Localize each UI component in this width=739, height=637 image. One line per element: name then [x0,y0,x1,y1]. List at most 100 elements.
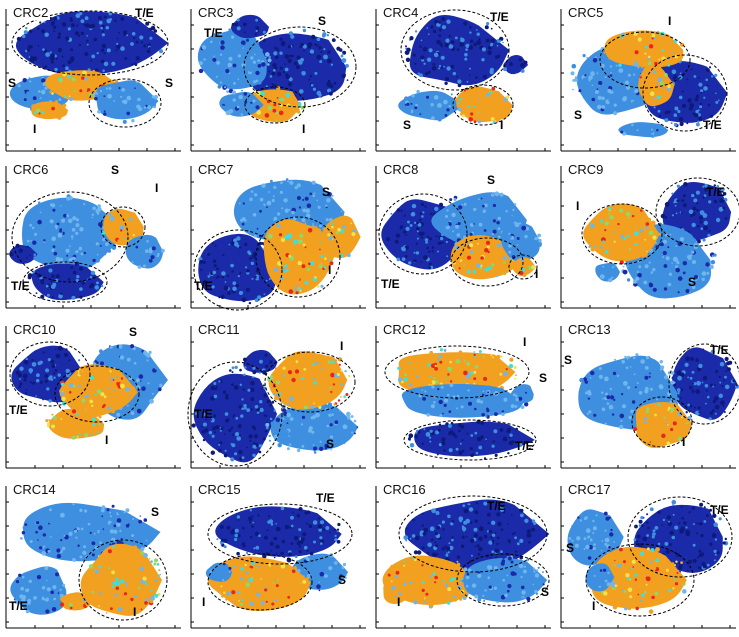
cell-point [696,122,700,127]
cell-point [346,79,349,81]
cell-point [669,233,672,236]
cell-point [53,16,58,21]
cell-point [485,89,489,92]
cell-point [504,593,508,598]
cell-point [133,361,137,365]
cell-point [26,604,29,606]
cell-point [459,442,462,445]
cell-point [491,86,496,91]
cell-point [697,113,701,117]
cell-point [275,417,281,423]
tsne-plot [375,9,551,152]
cell-point [695,109,699,114]
cell-point [449,545,454,551]
tsne-plot [190,9,366,152]
cell-point [667,588,672,593]
cell-point [454,435,458,439]
cell-point [696,522,699,525]
cell-point [275,278,278,281]
cell-point [150,560,153,563]
cell-point [453,108,456,111]
cell-point [273,51,278,56]
cell-point [475,574,478,577]
cell-point [73,82,79,87]
cell-point [115,581,120,586]
cell-point [645,576,651,582]
cell-point [101,515,104,518]
cell-point [258,444,263,448]
cell-point [469,232,473,236]
cell-point [433,52,439,58]
cell-point [692,558,697,563]
cell-point [479,90,485,96]
cell-point [104,515,109,520]
cell-point [608,404,614,410]
cell-point [492,219,496,223]
cell-point [55,227,58,230]
cell-point [269,417,273,421]
cell-point [216,275,220,279]
cell-point [405,57,411,62]
cell-point [455,359,461,364]
cell-point [673,122,678,127]
cell-point [97,68,99,71]
cell-point [139,562,144,567]
cell-point [214,244,217,247]
cell-point [508,363,514,369]
cell-point [451,538,454,542]
cell-point [242,544,246,548]
cell-point [670,229,674,233]
cell-point [343,395,346,398]
cell-point [28,579,32,583]
cell-point [714,553,717,556]
cell-point [323,54,328,60]
cell-point [94,285,100,290]
cell-point [213,264,217,268]
cell-point [667,282,672,287]
cell-point [92,206,96,211]
cell-point [116,412,121,417]
cell-point [221,594,224,598]
cell-point [662,250,667,256]
cell-point [396,208,401,212]
cell-point [414,30,418,33]
cell-point [676,388,681,392]
cell-point [143,106,147,109]
cell-point [83,402,88,407]
cell-point [26,245,29,248]
cell-point [211,434,215,438]
cell-point [429,350,433,355]
cell-point [618,63,622,67]
cell-point [437,358,440,361]
cell-point [268,191,270,193]
cell-point [635,353,639,357]
cell-point [696,556,700,559]
cell-point [449,380,453,383]
cell-point [28,77,31,80]
cell-point [476,436,482,442]
cell-point [53,376,56,379]
cell-point [62,103,67,108]
cell-point [593,543,596,546]
cell-point [608,98,613,103]
cell-point [428,250,431,253]
cell-point [431,508,436,514]
cell-point [724,537,727,541]
cell-point [140,608,143,611]
cell-point [658,384,664,389]
cell-point [320,542,323,545]
tsne-panel: CRC14 S T/E I [5,482,185,632]
cell-point [29,29,33,33]
cell-point [221,271,226,276]
cell-point [258,534,261,537]
cell-point [419,97,424,102]
cell-point [252,213,257,217]
cell-point [632,566,635,568]
cell-point [694,97,699,102]
cell-point [249,601,254,607]
cell-point [662,518,666,522]
cell-point [657,542,661,546]
cell-point [699,522,703,526]
cell-point [23,378,27,382]
cell-point [312,415,317,419]
